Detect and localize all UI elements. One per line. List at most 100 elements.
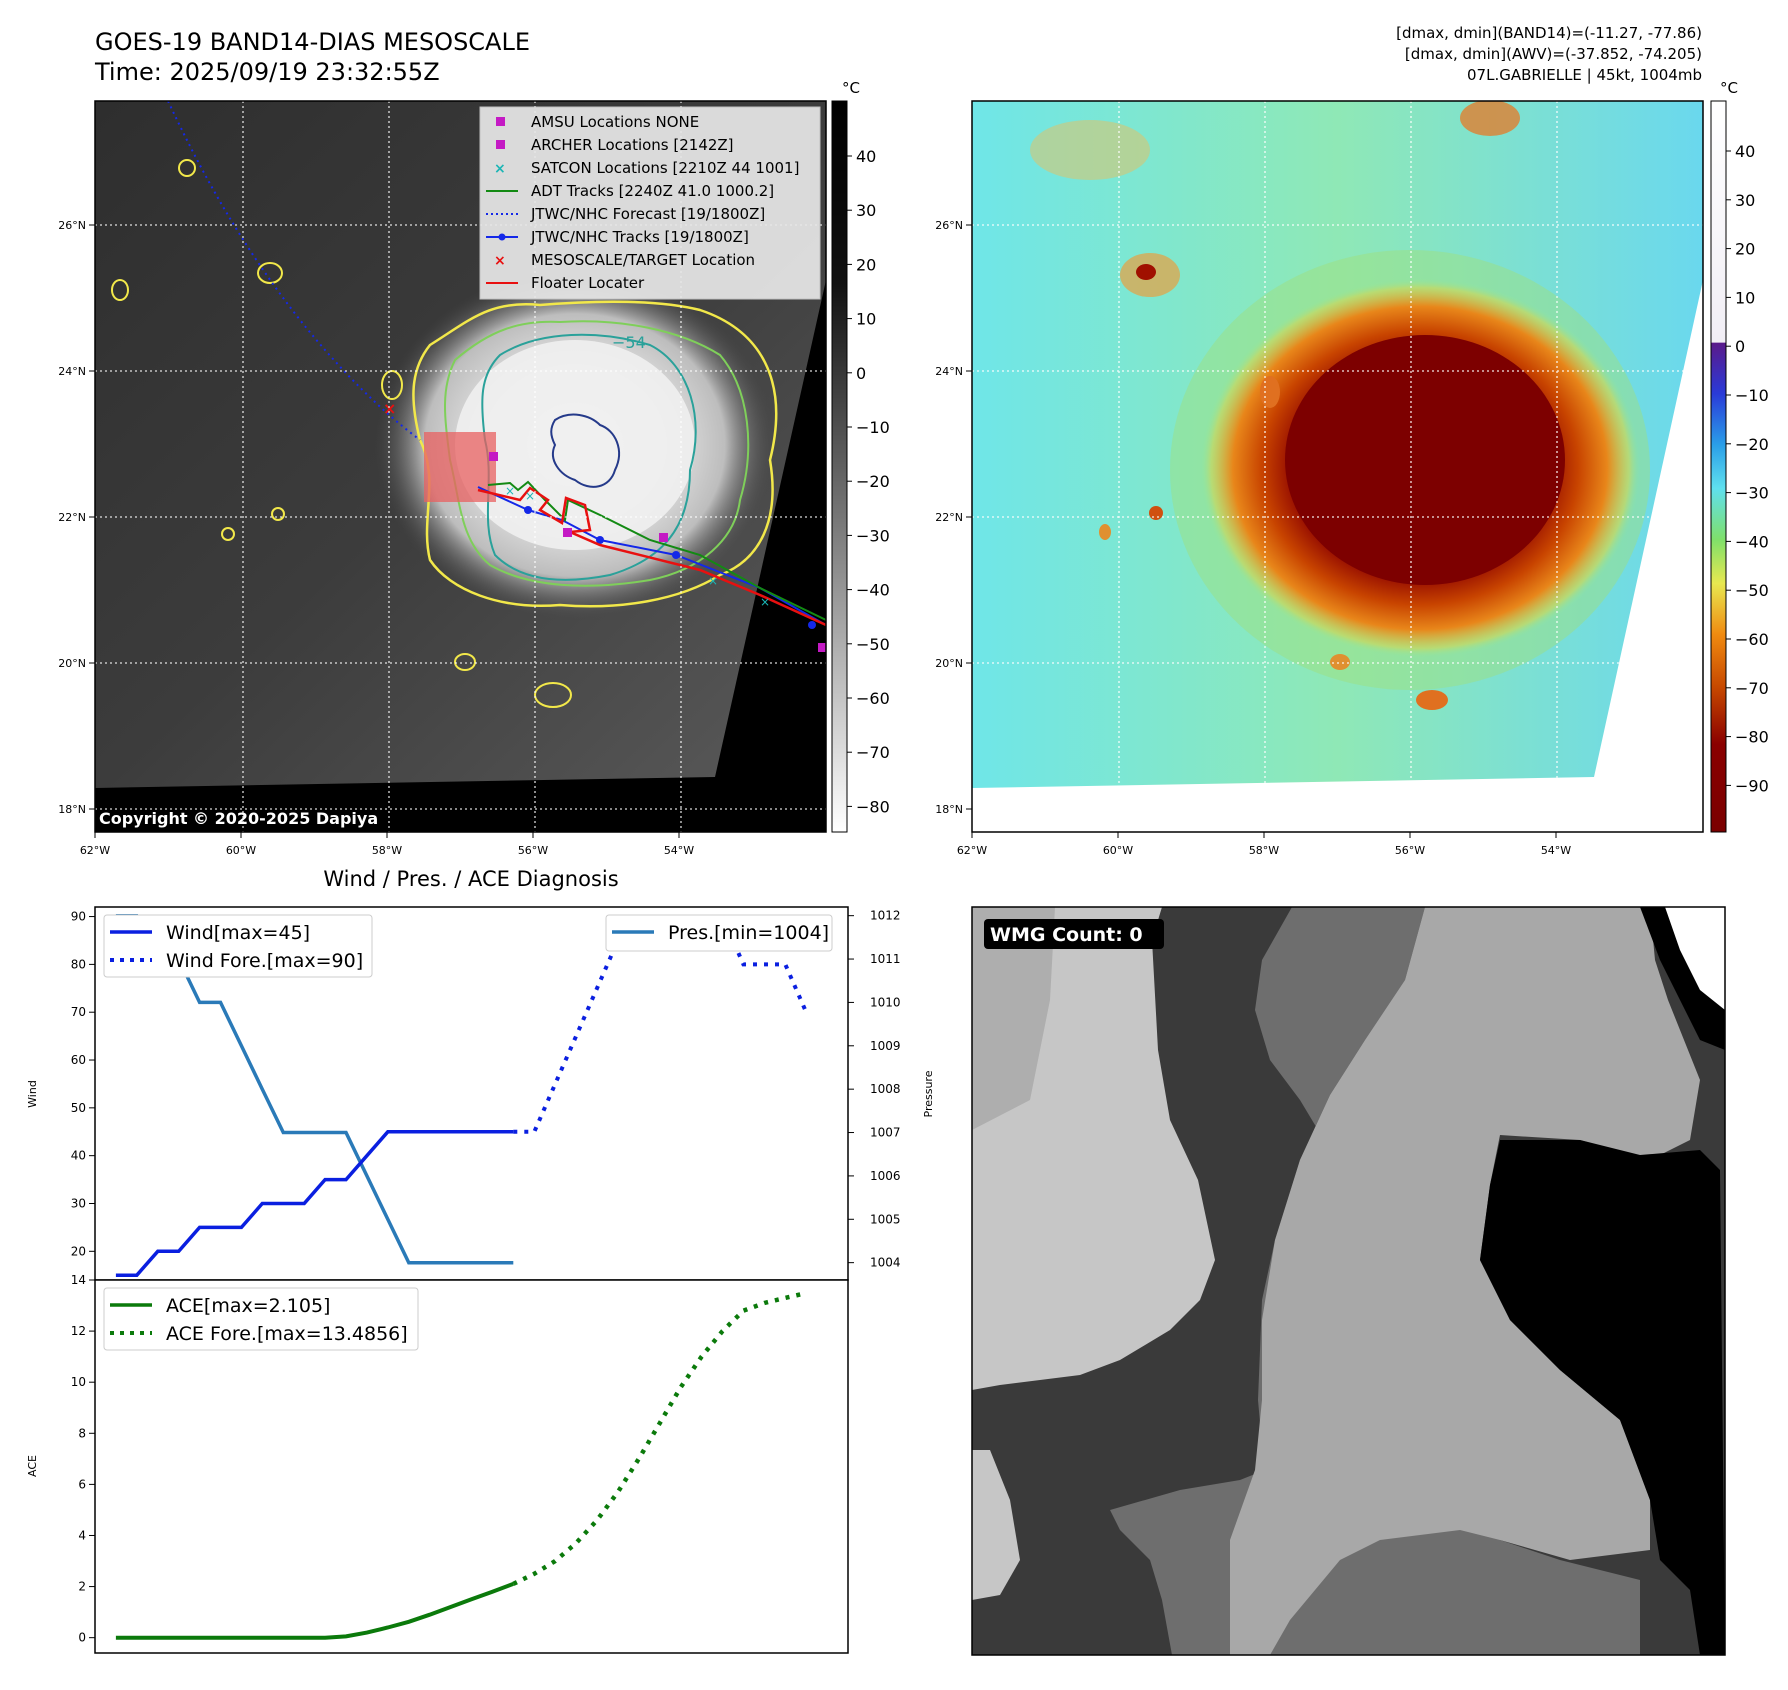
colorbar-tick: 0: [1735, 337, 1745, 356]
info-band14: [dmax, dmin](BAND14)=(-11.27, -77.86): [1396, 24, 1702, 42]
copyright-text: Copyright © 2020-2025 Dapiya: [99, 809, 378, 828]
colorbar-tick: 30: [856, 201, 876, 220]
legend-wind: Wind[max=45]: [166, 922, 310, 944]
pres-legend: Pres.[min=1004]: [605, 914, 833, 952]
colorbar-tick: −40: [856, 581, 890, 600]
y-tick-label: 20: [71, 1244, 86, 1258]
y-tick-label: 4: [78, 1528, 86, 1542]
map-legend-item: JTWC/NHC Forecast [19/1800Z]: [486, 205, 765, 223]
ir-map-panel: −54: [58, 100, 827, 857]
y-tick-label: 14: [71, 1273, 86, 1287]
svg-text:×: ×: [708, 574, 718, 588]
map-legend: AMSU Locations NONE ARCHER Locations [214…: [479, 106, 821, 300]
awv-lon-tick: 62°W: [957, 844, 987, 857]
y-tick-label: 10: [71, 1375, 86, 1389]
colorbar-tick: 20: [856, 255, 876, 274]
ir-lat-tick: 22°N: [58, 511, 86, 524]
target-marker: ×: [383, 399, 396, 418]
colorbar-tick: −70: [1735, 679, 1769, 698]
map-legend-label: Floater Locater: [531, 274, 645, 292]
awv-lat-tick: 22°N: [935, 511, 963, 524]
colorbar-tick: 40: [856, 147, 876, 166]
figure-time: Time: 2025/09/19 23:32:55Z: [94, 58, 440, 86]
svg-text:×: ×: [494, 161, 506, 177]
awv-colorbar: °C 40 30 20 10 0 −10 −20 −30 −40 −50 −60 −70 −80 −90: [1710, 79, 1769, 833]
ir-lon-tick: 62°W: [80, 844, 110, 857]
map-legend-item: Floater Locater: [486, 274, 645, 292]
y-tick-label: 40: [71, 1149, 86, 1163]
info-storm: 07L.GABRIELLE | 45kt, 1004mb: [1467, 66, 1702, 84]
wind-forecast-line: [513, 914, 809, 1134]
map-legend-item: JTWC/NHC Tracks [19/1800Z]: [486, 228, 749, 246]
colorbar-tick: −50: [1735, 581, 1769, 600]
svg-text:×: ×: [525, 489, 535, 503]
wind-ylabel: Wind: [26, 1080, 39, 1108]
y-tick-label: 12: [71, 1324, 86, 1338]
map-legend-label: AMSU Locations NONE: [531, 113, 699, 131]
colorbar-tick: 30: [1735, 191, 1755, 210]
legend-pres: Pres.[min=1004]: [668, 922, 829, 944]
awv-colorbar-unit: °C: [1720, 79, 1738, 97]
awv-map-panel: 62°W 60°W 58°W 56°W 54°W 26°N 24°N 22°N 20°N 18°…: [935, 100, 1704, 857]
ir-colorbar: °C 40 30 20 10 0 −10 −20 −30 −40 −50 −60 −70 −80: [831, 79, 890, 833]
pres-ylabel: Pressure: [922, 1070, 935, 1117]
y-tick-label: 70: [71, 1005, 86, 1019]
map-legend-label: JTWC/NHC Tracks [19/1800Z]: [530, 228, 749, 246]
svg-text:×: ×: [505, 484, 515, 498]
map-legend-item: × SATCON Locations [2210Z 44 1001]: [494, 159, 799, 177]
colorbar-tick: 10: [856, 310, 876, 329]
ir-lon-tick: 54°W: [664, 844, 694, 857]
colorbar-tick: −90: [1735, 776, 1769, 795]
map-legend-label: JTWC/NHC Forecast [19/1800Z]: [530, 205, 765, 223]
map-legend-label: ARCHER Locations [2142Z]: [531, 136, 734, 154]
ace-ylabel: ACE: [26, 1455, 39, 1477]
colorbar-tick: −60: [1735, 630, 1769, 649]
map-legend-label: SATCON Locations [2210Z 44 1001]: [531, 159, 799, 177]
ir-lon-tick: 60°W: [226, 844, 256, 857]
colorbar-tick: −20: [856, 472, 890, 491]
contour-navy: [550, 413, 620, 488]
y-tick-label: 1010: [870, 995, 901, 1009]
wmg-dark-region: [1480, 1140, 1725, 1655]
y-tick-label: 1005: [870, 1212, 901, 1226]
wind-legend: Wind[max=45] Wind Fore.[max=90]: [103, 914, 373, 978]
map-legend-label: MESOSCALE/TARGET Location: [531, 251, 755, 269]
awv-lon-tick: 60°W: [1103, 844, 1133, 857]
colorbar-tick: −10: [1735, 386, 1769, 405]
figure-title: GOES-19 BAND14-DIAS MESOSCALE: [95, 28, 530, 56]
colorbar-tick: 40: [1735, 142, 1755, 161]
y-tick-label: 1009: [870, 1039, 901, 1053]
y-tick-label: 30: [71, 1196, 86, 1210]
map-legend-item: ADT Tracks [2240Z 41.0 1000.2]: [486, 182, 774, 200]
wind-line: [115, 1130, 514, 1277]
ace-forecast-line: [512, 1290, 807, 1586]
ace-line: [115, 1582, 514, 1640]
adt-track: [487, 480, 826, 621]
y-tick-label: 0: [78, 1631, 86, 1645]
colorbar-tick: 10: [1735, 288, 1755, 307]
wmg-bright-region: [1230, 907, 1700, 1655]
y-tick-label: 50: [71, 1101, 86, 1115]
wmg-panel: WMG Count: 0: [971, 906, 1726, 1656]
svg-text:×: ×: [760, 595, 770, 609]
colorbar-tick: −70: [856, 743, 890, 762]
colorbar-tick: −30: [1735, 484, 1769, 503]
archer-marker: [489, 452, 498, 461]
ir-lat-tick: 18°N: [58, 803, 86, 816]
colorbar-tick: −10: [856, 418, 890, 437]
y-tick-label: 1007: [870, 1126, 901, 1140]
wmg-label-box: [984, 919, 1164, 949]
y-tick-label: 8: [78, 1426, 86, 1440]
awv-lon-tick: 54°W: [1541, 844, 1571, 857]
colorbar-tick: −20: [1735, 435, 1769, 454]
map-legend-item: AMSU Locations NONE: [496, 113, 699, 131]
legend-ace-fore: ACE Fore.[max=13.4856]: [166, 1323, 408, 1345]
ir-lon-tick: 58°W: [372, 844, 402, 857]
awv-lat-tick: 18°N: [935, 803, 963, 816]
info-awv: [dmax, dmin](AWV)=(-37.852, -74.205): [1405, 45, 1702, 63]
floater-track: [477, 486, 826, 627]
diagnosis-panel: Wind / Pres. / ACE Diagnosis 20304050607…: [26, 867, 935, 1654]
ir-colorbar-unit: °C: [842, 79, 860, 97]
colorbar-tick: −30: [856, 526, 890, 545]
y-tick-label: 1004: [870, 1256, 901, 1270]
